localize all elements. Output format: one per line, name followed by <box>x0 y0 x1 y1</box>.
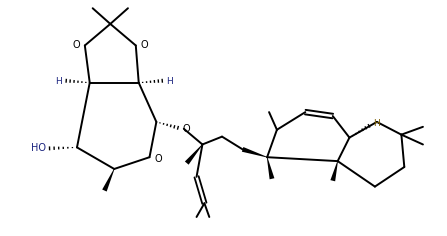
Text: O: O <box>183 124 190 134</box>
Text: O: O <box>155 154 162 164</box>
Text: O: O <box>72 41 80 51</box>
Polygon shape <box>185 144 202 165</box>
Polygon shape <box>102 169 114 192</box>
Polygon shape <box>242 147 267 157</box>
Polygon shape <box>330 161 338 181</box>
Text: H: H <box>55 77 62 86</box>
Text: H: H <box>166 77 173 86</box>
Text: HO: HO <box>31 143 46 153</box>
Text: O: O <box>141 41 148 51</box>
Polygon shape <box>267 157 274 179</box>
Text: H: H <box>373 119 380 128</box>
